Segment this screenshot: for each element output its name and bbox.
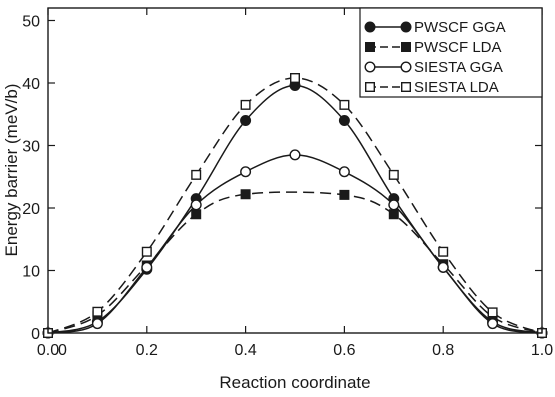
- data-point-siesta-lda: [92, 306, 103, 317]
- data-point-siesta-gga: [437, 261, 449, 273]
- legend-marker-right-pwscf-gga: [400, 21, 412, 33]
- data-point-siesta-gga: [338, 166, 350, 178]
- legend-box: [359, 7, 543, 98]
- axis-ticks: 0.0 0.2 0.4 0.6 0.8 1.0 0 10 20 30 40 50: [22, 8, 553, 359]
- x-tick-label: 1.0: [531, 342, 553, 359]
- data-point-siesta-lda: [290, 72, 301, 83]
- data-point-siesta-gga: [190, 199, 202, 211]
- legend-label-pwscf-gga: PWSCF GGA: [414, 19, 506, 36]
- legend-label-pwscf-lda: PWSCF LDA: [414, 39, 502, 56]
- data-point-siesta-gga: [240, 166, 252, 178]
- legend-marker-left-siesta-gga: [364, 61, 376, 73]
- legend-marker-right-siesta-gga: [400, 61, 412, 73]
- legend-marker-left-siesta-lda: [365, 81, 376, 92]
- plot-area-frame: [47, 7, 543, 334]
- chart-legend: PWSCF GGA PWSCF LDA SIESTA GGA SIESTA LDA: [359, 7, 543, 98]
- data-point-siesta-lda: [487, 307, 498, 318]
- series-line-siesta-gga: [47, 154, 543, 334]
- data-point-pwscf-gga: [240, 114, 252, 126]
- data-point-siesta-gga: [388, 199, 400, 211]
- y-tick-label: 0: [31, 326, 40, 343]
- data-point-siesta-lda: [388, 169, 399, 180]
- x-tick-label: 0.6: [333, 342, 355, 359]
- data-point-pwscf-lda: [388, 209, 399, 220]
- data-point-siesta-gga: [141, 261, 153, 273]
- data-point-siesta-lda: [191, 169, 202, 180]
- x-axis-title: Reaction coordinate: [219, 373, 370, 392]
- series-line-siesta-lda: [47, 77, 543, 334]
- data-point-pwscf-lda: [240, 189, 251, 200]
- legend-marker-right-siesta-lda: [401, 81, 412, 92]
- legend-label-siesta-gga: SIESTA GGA: [414, 59, 503, 76]
- data-point-siesta-gga: [289, 149, 301, 161]
- legend-marker-left-pwscf-gga: [364, 21, 376, 33]
- x-tick-label: 0.0: [37, 342, 59, 359]
- x-tick-label: 0.8: [432, 342, 454, 359]
- data-point-siesta-gga: [487, 318, 499, 330]
- x-tick-label: 0.4: [234, 342, 256, 359]
- series-markers: [42, 72, 548, 339]
- y-axis-title: Energy barrier (meV/b): [2, 84, 21, 257]
- data-point-pwscf-lda: [191, 209, 202, 220]
- y-tick-label: 30: [22, 139, 40, 156]
- legend-marker-right-pwscf-lda: [401, 42, 412, 53]
- series-line-pwscf-gga: [47, 84, 543, 334]
- y-tick-label: 20: [22, 201, 40, 218]
- data-point-siesta-gga: [91, 318, 103, 330]
- data-point-pwscf-lda: [339, 189, 350, 200]
- data-point-siesta-lda: [438, 246, 449, 257]
- y-tick-label: 50: [22, 14, 40, 31]
- data-point-pwscf-gga: [338, 114, 350, 126]
- legend-marker-left-pwscf-lda: [365, 42, 376, 53]
- origin-label: 0: [58, 342, 67, 359]
- y-tick-label: 40: [22, 76, 40, 93]
- series-curves: [47, 77, 543, 334]
- x-tick-label: 0.2: [136, 342, 158, 359]
- data-point-siesta-lda: [141, 246, 152, 257]
- data-point-siesta-lda: [240, 99, 251, 110]
- legend-label-siesta-lda: SIESTA LDA: [414, 79, 499, 96]
- data-point-siesta-lda: [339, 99, 350, 110]
- y-tick-label: 10: [22, 264, 40, 281]
- series-line-pwscf-lda: [47, 191, 543, 334]
